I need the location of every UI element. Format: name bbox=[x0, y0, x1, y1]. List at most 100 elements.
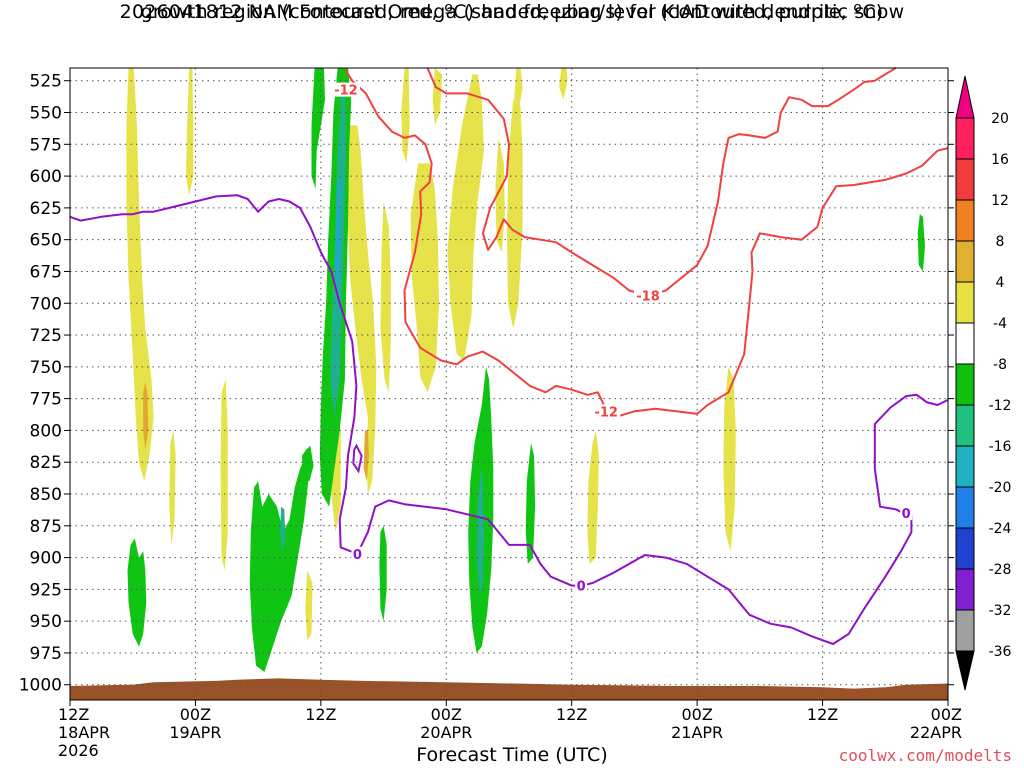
y-tick-label: 650 bbox=[30, 231, 62, 251]
colorbar-label: 8 bbox=[996, 234, 1005, 250]
x-tick-label: 12Z bbox=[556, 705, 587, 724]
omega-region-teal bbox=[476, 468, 484, 596]
omega-region-yellow bbox=[220, 379, 228, 571]
omega-region-green bbox=[302, 445, 314, 482]
y-tick-label: 525 bbox=[30, 72, 62, 92]
x-tick-label: 00Z bbox=[431, 705, 462, 724]
contour-label-background bbox=[634, 288, 663, 303]
x-tick-label: 00Z bbox=[681, 705, 712, 724]
grid-lines bbox=[70, 68, 948, 700]
y-tick-label: 925 bbox=[30, 580, 62, 600]
colorbar-label: 4 bbox=[996, 275, 1005, 291]
contour-label-background bbox=[351, 546, 364, 561]
omega-region-green bbox=[917, 214, 925, 272]
contour-label-background bbox=[331, 82, 360, 97]
x-tick-label: 19APR bbox=[169, 723, 221, 742]
colorbar-top-arrow bbox=[955, 75, 975, 119]
y-axis-ticks: 525 550 575 600 625 650 675 700 725 750 775 800 825 8… bbox=[19, 72, 954, 696]
colorbar-bottom-arrow bbox=[955, 650, 975, 691]
omega-region-green bbox=[379, 525, 387, 622]
omega-region-green bbox=[525, 443, 536, 564]
x-tick-label: 18APR bbox=[58, 723, 110, 742]
chart-title-line-2: growth region (contoured, red, ºC) and f… bbox=[140, 1, 884, 23]
y-tick-label: 775 bbox=[30, 390, 62, 410]
omega-region-yellow bbox=[410, 163, 439, 393]
x-axis-title: Forecast Time (UTC) bbox=[416, 744, 608, 766]
omega-region-yellow bbox=[514, 68, 523, 113]
contour-label: 0 bbox=[353, 548, 362, 563]
colorbar-label: -32 bbox=[989, 603, 1012, 619]
y-tick-label: 900 bbox=[30, 549, 62, 569]
x-tick-label: 22APR bbox=[910, 723, 962, 742]
omega-region-yellow bbox=[169, 430, 176, 545]
colorbar-segment bbox=[955, 568, 975, 611]
colorbar-segment bbox=[955, 404, 975, 447]
colorbar-label: 20 bbox=[991, 111, 1009, 127]
omega-region-teal bbox=[280, 506, 286, 552]
x-tick-label: 00Z bbox=[180, 705, 211, 724]
credit-link[interactable]: coolwx.com/modelts bbox=[838, 746, 1012, 765]
y-tick-label: 575 bbox=[30, 135, 62, 155]
contour-label: -12 bbox=[594, 405, 618, 420]
colorbar-segment bbox=[955, 240, 975, 283]
colorbar-label: -36 bbox=[989, 644, 1012, 660]
x-tick-label: 20APR bbox=[420, 723, 472, 742]
omega-region-yellow bbox=[432, 68, 443, 126]
x-tick-label: 2026 bbox=[58, 741, 99, 760]
contour-label: -18 bbox=[636, 290, 660, 305]
freezing-level-contour bbox=[69, 194, 949, 645]
freezing-level-closed-contour bbox=[352, 443, 363, 474]
colorbar: 20 16 12 8 4 -4 -8 -12 -16 -20 -24 -28 -32 -36 bbox=[955, 75, 1012, 691]
contour-label: -12 bbox=[334, 84, 358, 99]
colorbar-label: -28 bbox=[989, 562, 1012, 578]
y-tick-label: 600 bbox=[30, 167, 62, 187]
x-tick-label: 12Z bbox=[807, 705, 838, 724]
y-tick-label: 550 bbox=[30, 104, 62, 124]
y-tick-label: 850 bbox=[30, 485, 62, 505]
omega-region-yellow bbox=[587, 430, 599, 564]
colorbar-segment bbox=[955, 363, 975, 406]
y-tick-label: 1000 bbox=[19, 676, 62, 696]
dgz-contour-lower bbox=[344, 68, 949, 419]
x-tick-label: 12Z bbox=[305, 705, 336, 724]
colorbar-label: -24 bbox=[989, 521, 1012, 537]
y-tick-label: 750 bbox=[30, 358, 62, 378]
contour-labels: -12 -18 -12 0 0 0 bbox=[331, 82, 913, 595]
colorbar-label: 12 bbox=[991, 193, 1009, 209]
omega-region-yellow bbox=[559, 68, 568, 100]
contour-label: 0 bbox=[902, 507, 911, 522]
x-tick-label: 00Z bbox=[931, 705, 962, 724]
y-tick-label: 700 bbox=[30, 294, 62, 314]
colorbar-segment bbox=[955, 281, 975, 324]
colorbar-segment bbox=[955, 486, 975, 529]
terrain-surface bbox=[70, 678, 948, 700]
contour-label-background bbox=[592, 404, 621, 419]
omega-region-yellow bbox=[305, 570, 313, 641]
omega-region-yellow bbox=[126, 68, 154, 482]
omega-region-yellow bbox=[347, 125, 377, 494]
y-tick-label: 625 bbox=[30, 199, 62, 219]
colorbar-segment bbox=[955, 322, 975, 365]
colorbar-label: -8 bbox=[993, 357, 1007, 373]
omega-region-yellow bbox=[186, 68, 194, 196]
colorbar-label: -20 bbox=[989, 480, 1012, 496]
y-tick-label: 950 bbox=[30, 612, 62, 632]
plot-frame bbox=[69, 67, 949, 701]
omega-region-green bbox=[249, 455, 309, 672]
omega-region-green bbox=[311, 68, 325, 189]
contour-label: 0 bbox=[577, 580, 586, 595]
colorbar-label: 16 bbox=[991, 152, 1009, 168]
colorbar-label: -16 bbox=[989, 439, 1012, 455]
colorbar-segment bbox=[955, 199, 975, 242]
colorbar-segment bbox=[955, 527, 975, 570]
omega-region-cyan bbox=[335, 176, 341, 291]
colorbar-segment bbox=[955, 609, 975, 652]
y-tick-label: 725 bbox=[30, 326, 62, 346]
colorbar-segment bbox=[955, 445, 975, 488]
chart-title-line-1: 2026041812 NAM Forecast Omega (shaded, µ… bbox=[119, 1, 905, 23]
y-tick-label: 825 bbox=[30, 453, 62, 473]
omega-region-yellow bbox=[723, 366, 736, 552]
omega-region-yellow bbox=[380, 201, 391, 393]
omega-shading bbox=[126, 68, 925, 672]
